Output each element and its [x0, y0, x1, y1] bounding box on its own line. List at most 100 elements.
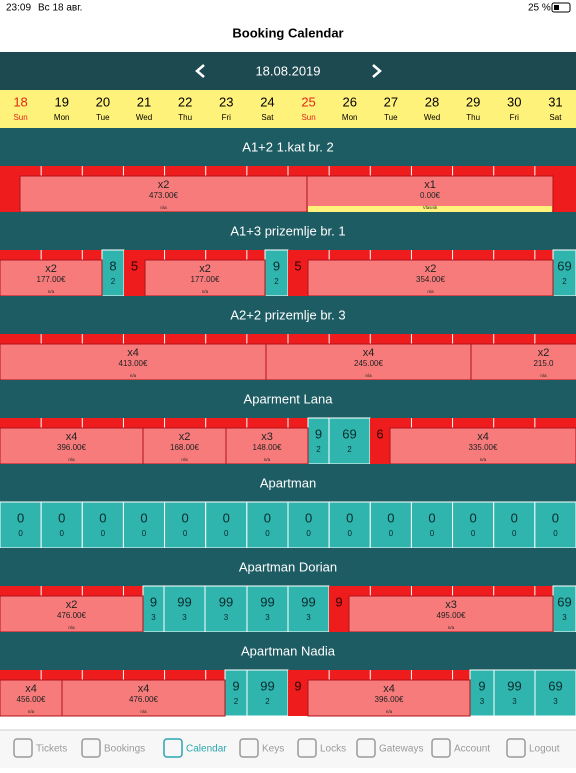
- available-sub: 2: [265, 697, 270, 706]
- occupied-block: [0, 176, 20, 212]
- available-cell: [0, 501, 42, 549]
- status-time: 23:09: [6, 3, 31, 14]
- available-sub: 3: [562, 613, 567, 622]
- available-count: 0: [58, 510, 65, 525]
- room-title-bar: [0, 548, 576, 586]
- available-sub: 0: [142, 529, 147, 538]
- blocked-day: [124, 250, 145, 296]
- available-sub: 0: [553, 529, 558, 538]
- blocked-day: [370, 418, 390, 464]
- available-count: 69: [557, 258, 571, 273]
- room-title-bar: [0, 212, 576, 250]
- available-sub: 0: [183, 529, 188, 538]
- room-title-bar: [0, 128, 576, 166]
- day-number: 19: [54, 94, 68, 109]
- blocked-label: 5: [131, 258, 138, 273]
- tab-label[interactable]: Tickets: [36, 744, 67, 755]
- booking-guests: x4: [66, 431, 78, 443]
- booking-guests: x3: [445, 599, 457, 611]
- nav-date[interactable]: 18.08.2019: [255, 63, 320, 78]
- tab-icon[interactable]: [81, 738, 101, 758]
- available-cell: [163, 585, 206, 633]
- tab-label[interactable]: Account: [454, 744, 490, 755]
- available-count: 9: [315, 426, 322, 441]
- day-weekday: Sat: [549, 113, 562, 122]
- room-title-bar: [0, 464, 576, 502]
- booking-note: n/a: [68, 457, 75, 462]
- day-weekday: Mon: [54, 113, 70, 122]
- tab-icon[interactable]: [13, 738, 33, 758]
- available-count: 0: [223, 510, 230, 525]
- available-cell: [469, 669, 495, 717]
- available-count: 9: [232, 678, 239, 693]
- day-weekday: Fri: [222, 113, 232, 122]
- day-number: 18: [13, 94, 27, 109]
- next-arrow[interactable]: [372, 64, 382, 78]
- available-sub: 0: [512, 529, 517, 538]
- available-sub: 0: [389, 529, 394, 538]
- available-sub: 0: [471, 529, 476, 538]
- available-count: 9: [150, 594, 157, 609]
- booking-price: 215.0: [533, 359, 554, 368]
- day-number: 27: [384, 94, 398, 109]
- tab-label[interactable]: Keys: [262, 744, 284, 755]
- booking-note: n/a: [181, 457, 188, 462]
- tab-label[interactable]: Logout: [529, 744, 560, 755]
- booking-guests: x1: [424, 179, 436, 191]
- booking-price: 396.00€: [375, 695, 404, 704]
- tab-icon[interactable]: [356, 738, 376, 758]
- booking: [307, 259, 554, 297]
- room-name: A1+3 prizemlje br. 1: [230, 223, 345, 238]
- day-weekday: Thu: [178, 113, 192, 122]
- booking: [61, 679, 226, 717]
- tab-icon[interactable]: [163, 738, 183, 758]
- day-number: 30: [507, 94, 521, 109]
- available-sub: 0: [59, 529, 64, 538]
- day-number: 29: [466, 94, 480, 109]
- booking: [225, 427, 309, 465]
- available-count: 99: [219, 594, 233, 609]
- booking-note: n/a: [48, 289, 55, 294]
- available-count: 0: [140, 510, 147, 525]
- day-weekday: Sun: [301, 113, 315, 122]
- tab-icon[interactable]: [431, 738, 451, 758]
- room-name: Apartman Nadia: [241, 643, 336, 658]
- tab-label[interactable]: Calendar: [186, 744, 227, 755]
- room-title-bar: [0, 296, 576, 334]
- booking: [389, 427, 576, 465]
- booking: [0, 679, 63, 717]
- available-count: 0: [182, 510, 189, 525]
- day-number: 28: [425, 94, 439, 109]
- date-nav: [0, 52, 576, 90]
- booking: [144, 259, 266, 297]
- available-sub: 0: [430, 529, 435, 538]
- day-number: 26: [342, 94, 356, 109]
- available-count: 0: [305, 510, 312, 525]
- available-count: 0: [511, 510, 518, 525]
- tab-label[interactable]: Locks: [320, 744, 346, 755]
- prev-arrow[interactable]: [195, 64, 205, 78]
- booking-guests: x4: [383, 683, 395, 695]
- available-sub: 2: [347, 445, 352, 454]
- room-title-bar: [0, 380, 576, 418]
- tab-label[interactable]: Bookings: [104, 744, 145, 755]
- booking-note: n/a: [68, 625, 75, 630]
- day-weekday: Tue: [96, 113, 110, 122]
- tab-icon[interactable]: [239, 738, 259, 758]
- booking-guests: x2: [538, 347, 550, 359]
- available-count: 0: [17, 510, 24, 525]
- tab-label[interactable]: Gateways: [379, 744, 423, 755]
- available-count: 99: [260, 678, 274, 693]
- available-cell: [534, 669, 576, 717]
- available-count: 0: [264, 510, 271, 525]
- room-name: A2+2 prizemlje br. 3: [230, 307, 345, 322]
- available-cell: [122, 501, 166, 549]
- booking: [470, 343, 576, 381]
- tab-icon[interactable]: [506, 738, 526, 758]
- tab-icon[interactable]: [297, 738, 317, 758]
- room-title-bar: [0, 632, 576, 670]
- available-cell: [164, 501, 207, 549]
- booking-price: 354.00€: [416, 275, 445, 284]
- booking-note: n/a: [28, 709, 35, 714]
- day-weekday: Sun: [13, 113, 27, 122]
